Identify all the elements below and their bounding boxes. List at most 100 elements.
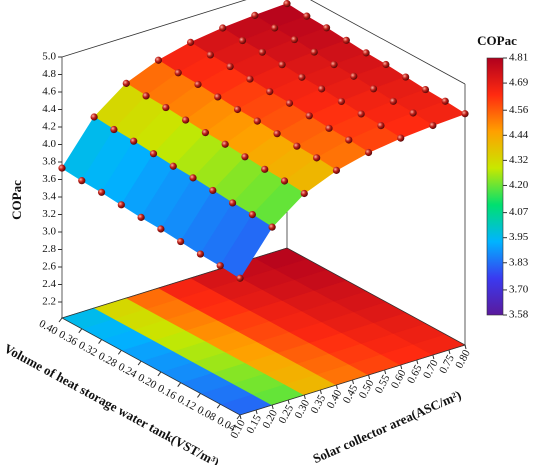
axis-frame xyxy=(61,0,247,58)
data-point xyxy=(149,150,158,158)
colorbar-title: COPac xyxy=(477,33,517,48)
data-point xyxy=(209,186,217,195)
data-point xyxy=(268,223,276,231)
data-point xyxy=(313,154,321,162)
data-point xyxy=(97,188,106,196)
colorbar-tick-label: 4.07 xyxy=(509,206,529,218)
data-point xyxy=(228,199,237,207)
y-tick xyxy=(236,414,241,420)
data-point xyxy=(330,61,338,69)
data-point xyxy=(162,103,170,112)
data-point xyxy=(280,177,289,185)
colorbar xyxy=(486,57,504,316)
z-tick-label: 2.2 xyxy=(42,296,56,308)
axis-frame xyxy=(310,0,466,85)
y-tick-label: 0.28 xyxy=(96,350,119,370)
data-point xyxy=(273,130,281,138)
data-point xyxy=(214,93,222,101)
data-point xyxy=(293,142,301,150)
data-point xyxy=(325,124,333,132)
data-point xyxy=(337,97,345,106)
data-point xyxy=(137,213,145,221)
data-point xyxy=(206,51,214,59)
y-tick xyxy=(177,382,182,387)
data-point xyxy=(186,38,195,46)
data-point xyxy=(382,60,390,69)
y-tick xyxy=(216,403,221,409)
data-point xyxy=(303,12,311,20)
colorbar-tick-label: 3.95 xyxy=(509,231,529,243)
y-tick xyxy=(117,350,122,355)
y-tick xyxy=(197,393,201,398)
y-tick xyxy=(157,371,162,377)
y-tick-label: 0.20 xyxy=(136,372,159,392)
data-point xyxy=(246,75,254,83)
y-tick xyxy=(78,328,83,334)
data-point xyxy=(122,79,130,87)
z-tick-label: 3.0 xyxy=(42,226,56,238)
data-point xyxy=(169,162,177,170)
data-point xyxy=(305,112,313,120)
data-point xyxy=(429,121,437,130)
x-tick xyxy=(368,374,371,380)
y-tick xyxy=(58,317,63,323)
colorbar-tick-label: 3.58 xyxy=(509,309,529,321)
data-point xyxy=(350,72,358,80)
y-tick-label: 0.08 xyxy=(195,404,218,424)
data-point xyxy=(362,49,370,57)
data-point xyxy=(421,85,430,94)
colorbar-tick-label: 4.44 xyxy=(509,129,529,141)
data-point xyxy=(251,11,259,19)
z-axis-title: COPac xyxy=(9,180,24,220)
x-tick xyxy=(303,394,306,400)
data-point xyxy=(110,125,118,134)
data-point xyxy=(196,250,205,258)
data-point xyxy=(310,48,318,56)
data-point xyxy=(285,99,294,107)
z-tick-label: 4.0 xyxy=(42,138,56,150)
z-tick-label: 4.2 xyxy=(42,121,56,133)
z-tick-label: 4.8 xyxy=(42,68,56,80)
z-tick-label: 2.6 xyxy=(42,261,56,273)
z-tick-label: 2.4 xyxy=(42,278,56,290)
y-tick-label: 0.36 xyxy=(57,328,80,348)
y-tick xyxy=(98,339,102,344)
surface xyxy=(61,3,466,279)
x-tick xyxy=(448,349,451,355)
x-tick xyxy=(400,364,403,370)
z-tick-label: 5.0 xyxy=(42,51,56,63)
data-point xyxy=(201,129,209,137)
data-point xyxy=(182,116,190,124)
data-point xyxy=(248,210,256,219)
colorbar-tick-label: 4.81 xyxy=(509,52,528,64)
data-point xyxy=(174,69,182,77)
data-point xyxy=(216,262,224,270)
data-point xyxy=(261,165,269,173)
data-point xyxy=(233,105,242,114)
data-point xyxy=(402,73,410,81)
z-tick-label: 3.2 xyxy=(42,208,56,220)
x-tick xyxy=(432,354,435,360)
data-point xyxy=(357,110,365,118)
x-tick xyxy=(464,344,467,350)
data-point xyxy=(461,110,469,118)
data-point xyxy=(290,35,299,44)
data-point xyxy=(342,36,350,44)
data-point xyxy=(389,97,397,105)
data-point xyxy=(117,201,125,209)
colorbar-tick-label: 4.20 xyxy=(509,179,529,191)
y-tick xyxy=(137,360,142,366)
y-tick-label: 0.24 xyxy=(116,361,139,381)
data-point xyxy=(157,225,165,233)
z-tick-label: 4.4 xyxy=(42,103,56,115)
data-point xyxy=(369,85,378,93)
data-point xyxy=(177,237,185,246)
data-point xyxy=(90,113,98,121)
data-point xyxy=(236,274,244,282)
data-point xyxy=(219,24,227,32)
data-point xyxy=(364,148,373,157)
z-tick-label: 3.6 xyxy=(42,173,56,185)
x-tick xyxy=(384,369,387,375)
x-tick xyxy=(287,399,290,405)
